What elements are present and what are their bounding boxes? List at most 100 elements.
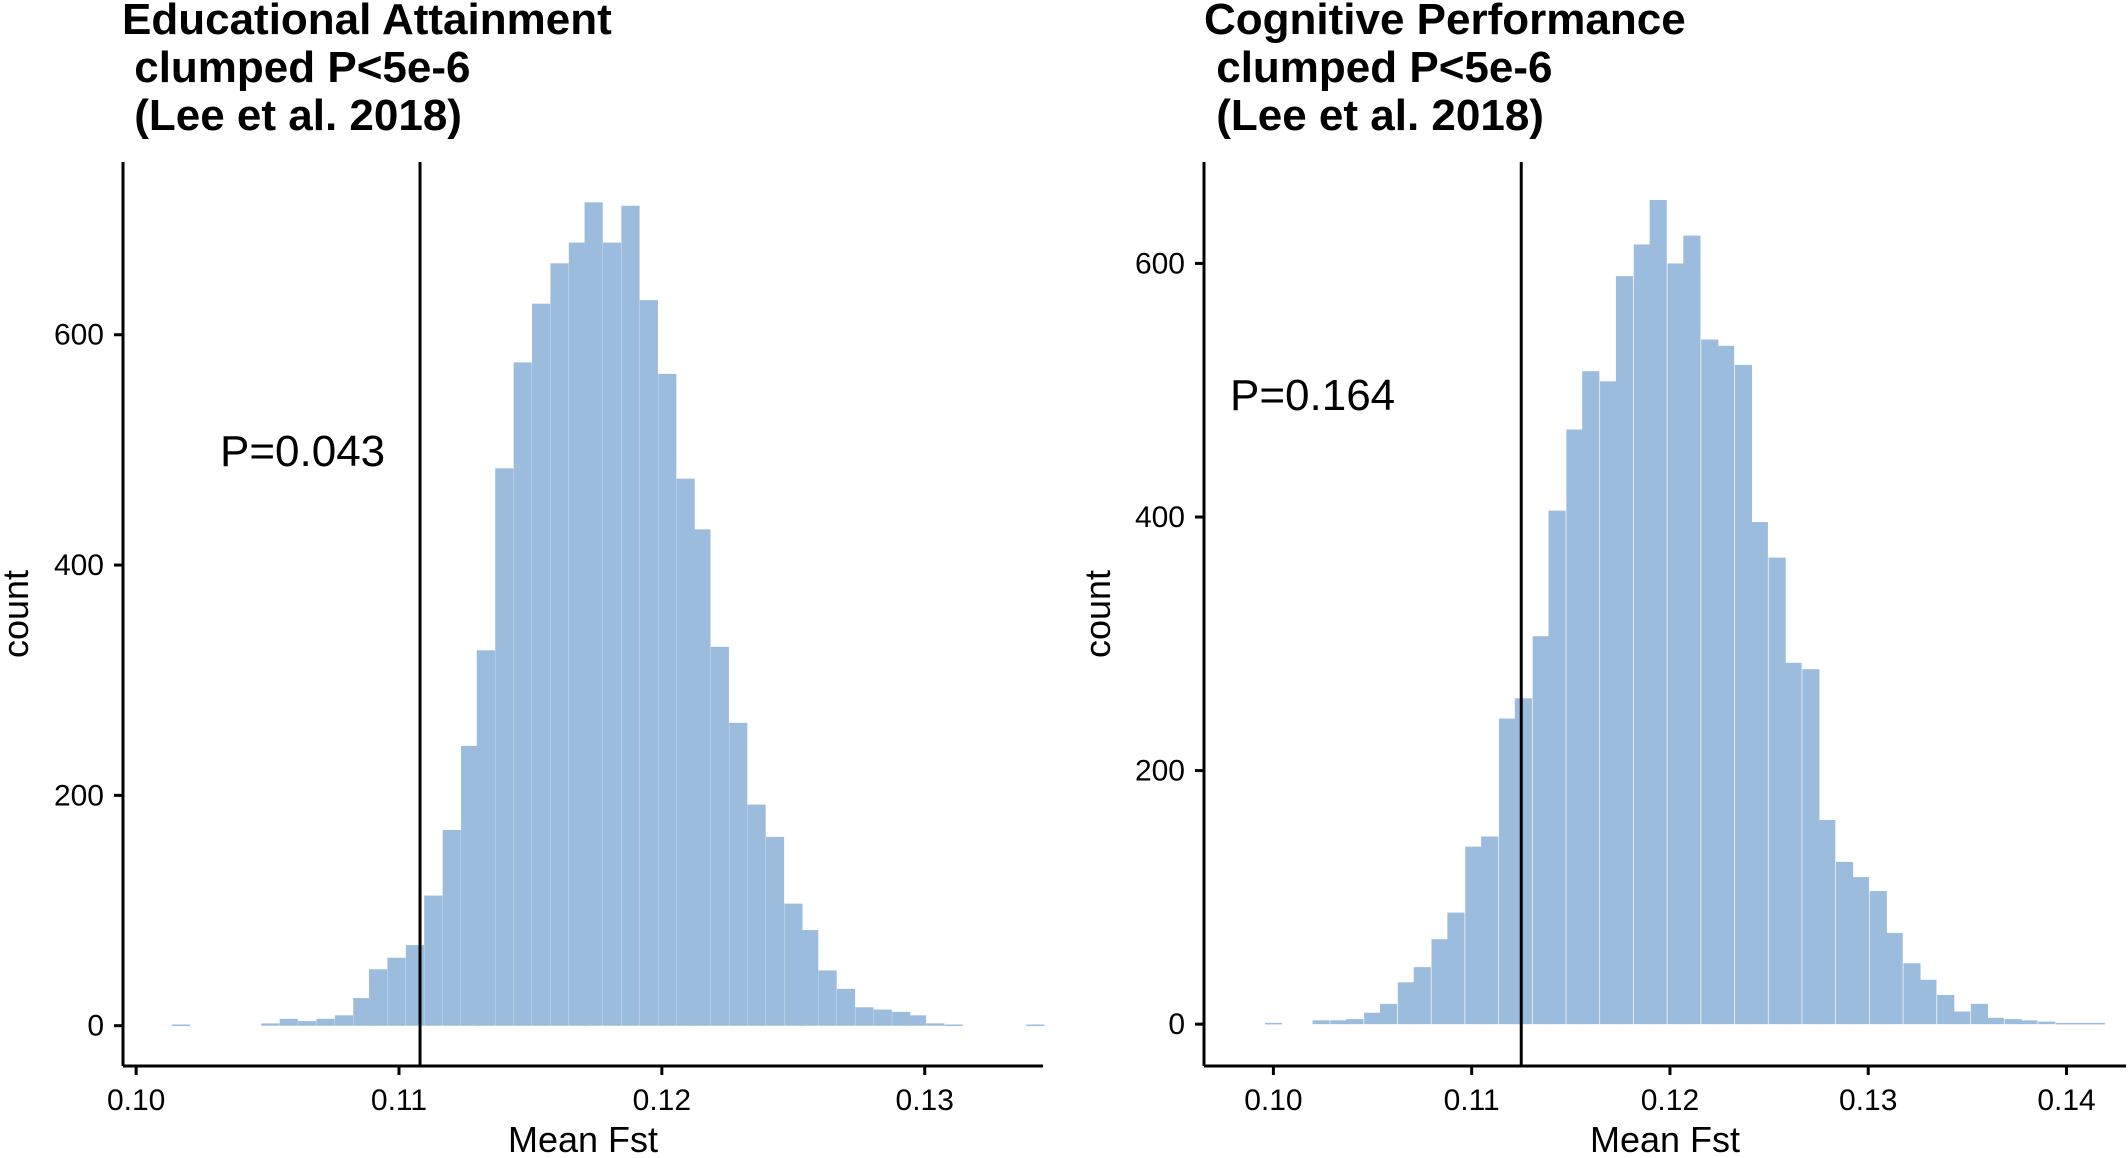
y-axis-ticks: 0 200 400 600 [54, 319, 123, 1043]
histogram-bar [765, 836, 785, 1026]
histogram-bar [387, 957, 406, 1026]
histogram-bar [836, 988, 856, 1026]
histogram-bar [1413, 967, 1431, 1025]
y-axis-ticks: 0 200 400 600 [1135, 247, 1204, 1041]
x-tick-label: 0.11 [371, 1084, 427, 1117]
histogram-bar [1264, 1022, 1283, 1025]
histogram-bar [353, 998, 372, 1026]
histogram-bar [1649, 200, 1667, 1025]
histogram-bar [1851, 877, 1870, 1025]
histogram-bar [710, 646, 729, 1026]
histogram-bar [2056, 1022, 2074, 1025]
histogram-bar [1364, 1012, 1382, 1025]
histogram-bar [316, 1018, 335, 1026]
p-value-annotation: P=0.043 [220, 427, 385, 476]
histogram-bar [2020, 1020, 2038, 1025]
histogram-bar [1615, 276, 1634, 1025]
histogram-bar [369, 969, 388, 1026]
histogram-bar [784, 903, 803, 1026]
x-tick-label: 0.14 [2037, 1084, 2095, 1117]
histogram-bar [818, 970, 837, 1026]
panel-title-line-2: clumped P<5e-6 [122, 43, 470, 92]
histogram-bar [1431, 939, 1449, 1025]
histogram-bar [1836, 861, 1854, 1025]
histogram-bar [658, 373, 677, 1026]
histogram-bar [1026, 1024, 1045, 1027]
x-tick-label: 0.13 [896, 1084, 954, 1117]
histogram-bar [1397, 982, 1415, 1025]
y-tick-label: 200 [1135, 755, 1185, 788]
histogram-bars [1264, 200, 2105, 1025]
histogram-bar [1312, 1020, 1330, 1025]
histogram-bar [1498, 718, 1517, 1025]
histogram-bar [855, 1007, 874, 1026]
histogram-bar [1903, 963, 1921, 1025]
histogram-bar [800, 930, 819, 1026]
histogram-bar [1346, 1019, 1364, 1025]
histogram-bar [1447, 912, 1465, 1025]
histogram-bar [1683, 235, 1701, 1025]
histogram-bar [1986, 1017, 2004, 1025]
histogram-bar [513, 362, 532, 1026]
histogram-bar [2071, 1022, 2090, 1025]
histogram-bar [1633, 244, 1651, 1025]
histogram-bar [461, 745, 480, 1026]
x-axis-label: Mean Fst [508, 1119, 658, 1158]
histogram-bar [1514, 698, 1532, 1025]
y-tick-label: 600 [1135, 247, 1185, 280]
y-tick-label: 0 [87, 1010, 104, 1043]
histogram-bar [1768, 557, 1786, 1025]
histogram-bar [298, 1021, 317, 1026]
histogram-bar [1600, 381, 1618, 1025]
histogram-bar [1548, 510, 1566, 1025]
histogram-bar [550, 263, 569, 1026]
histogram-bar [1750, 522, 1768, 1025]
x-tick-label: 0.13 [1839, 1084, 1897, 1117]
histogram-bar [1802, 669, 1820, 1025]
panel-title-line-1: Cognitive Performance [1204, 0, 1686, 44]
histogram-bar [1734, 364, 1753, 1025]
histogram-bar [424, 895, 443, 1026]
histogram-bar [261, 1023, 280, 1026]
panel-educational-attainment: Educational Attainment clumped P<5e-6 (L… [0, 0, 1045, 1158]
y-tick-label: 200 [54, 779, 104, 812]
histogram-bar [676, 478, 695, 1026]
histogram-bar [1532, 636, 1550, 1025]
histogram-bar [1885, 932, 1903, 1025]
histogram-bar [926, 1023, 945, 1026]
y-tick-label: 600 [54, 319, 104, 352]
histogram-bar [568, 242, 587, 1026]
histogram-bar [729, 722, 748, 1026]
histogram-bar [944, 1024, 963, 1027]
x-tick-label: 0.10 [1244, 1084, 1302, 1117]
histogram-bar [1465, 846, 1483, 1025]
histogram-bar [892, 1011, 911, 1026]
histogram-bar [1667, 263, 1685, 1025]
histogram-bar [1937, 995, 1955, 1025]
x-tick-label: 0.12 [633, 1084, 691, 1117]
panel-title-line-2: clumped P<5e-6 [1204, 43, 1552, 92]
histogram-bar [476, 650, 495, 1026]
histogram-bar [747, 804, 766, 1026]
y-tick-label: 400 [54, 549, 104, 582]
histogram-bar [2038, 1021, 2056, 1025]
y-axis-label: count [0, 570, 36, 658]
histogram-bar [907, 1015, 927, 1026]
y-axis-label: count [1077, 570, 1118, 658]
histogram-bar [334, 1015, 354, 1026]
histogram-bar [1818, 820, 1836, 1025]
histogram-bar [1582, 371, 1600, 1025]
histogram-bar [1717, 345, 1735, 1025]
histogram-bar [1379, 1003, 1398, 1025]
histogram-bar [495, 468, 514, 1026]
histogram-bar [621, 205, 640, 1026]
histogram-bar [584, 202, 603, 1026]
histogram-bar [873, 1009, 892, 1026]
panel-title-line-3: (Lee et al. 2018) [122, 91, 462, 140]
histogram-bar [1970, 1003, 1988, 1025]
histogram-bar [602, 242, 622, 1026]
histogram-bar [1784, 662, 1802, 1025]
x-axis-ticks: 0.10 0.11 0.12 0.13 [107, 1066, 954, 1117]
histogram-bar [171, 1024, 191, 1027]
